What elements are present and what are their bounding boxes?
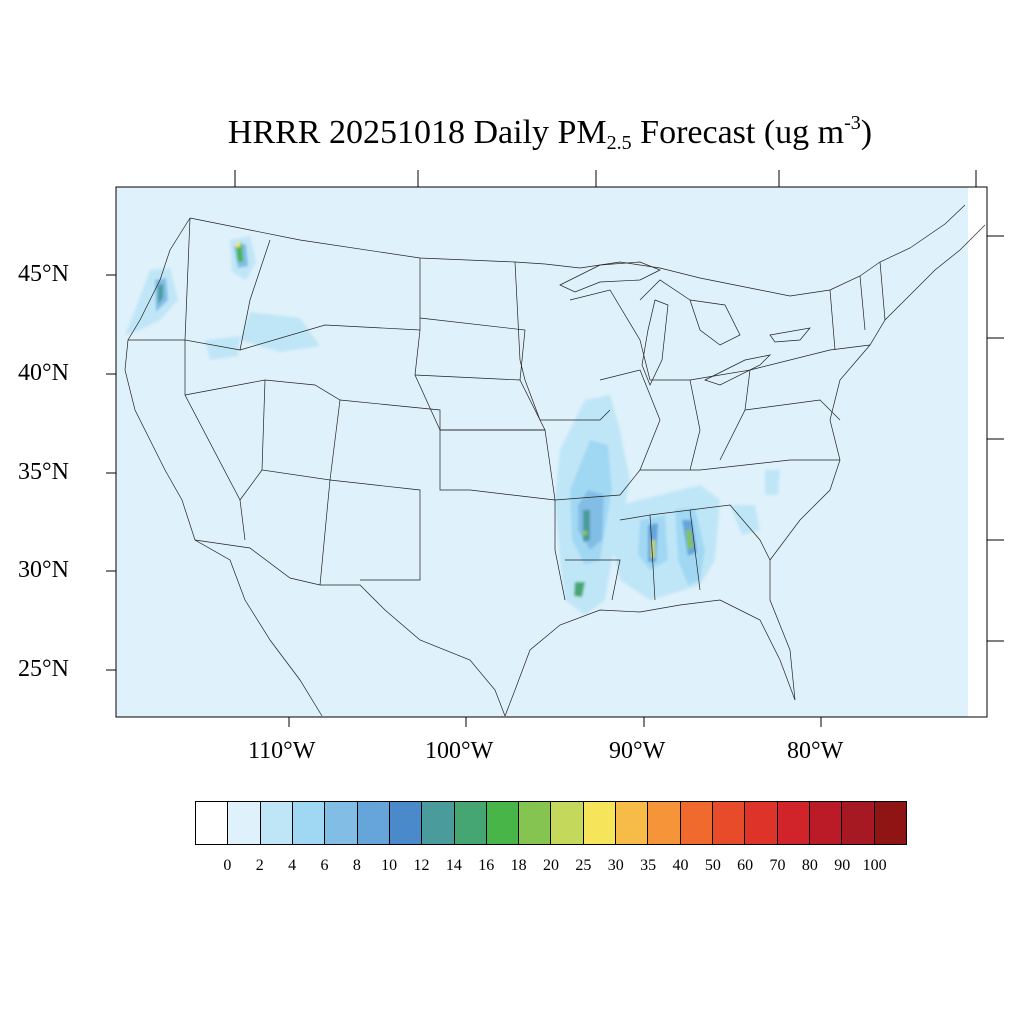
colorbar-swatch — [809, 801, 843, 845]
colorbar-label: 4 — [288, 857, 297, 874]
colorbar-label: 80 — [801, 857, 818, 874]
map-frame — [115, 186, 988, 718]
colorbar-swatch — [519, 801, 552, 845]
colorbar-label: 6 — [320, 857, 329, 874]
lat-label-25: 25°N — [18, 656, 69, 682]
lat-label-45: 45°N — [18, 261, 69, 287]
colorbar-swatch — [325, 801, 358, 845]
colorbar-label: 50 — [704, 857, 721, 874]
lon-label-110: 110°W — [248, 738, 316, 764]
colorbar-label: 25 — [575, 857, 592, 874]
colorbar-label: 14 — [445, 857, 462, 874]
colorbar-label: 60 — [737, 857, 754, 874]
colorbar-swatch — [260, 801, 293, 845]
colorbar-swatch — [195, 801, 229, 845]
lon-label-100: 100°W — [425, 738, 494, 764]
lon-label-80: 80°W — [787, 738, 844, 764]
colorbar-swatch — [486, 801, 520, 845]
boundaries — [124, 204, 986, 717]
map-edge-white — [968, 187, 987, 717]
colorbar-swatch — [228, 801, 261, 845]
colorbar-swatch — [680, 801, 713, 845]
colorbar-label: 20 — [543, 857, 559, 874]
lat-label-30: 30°N — [18, 557, 69, 583]
colorbar-swatch — [292, 801, 326, 845]
lat-label-35: 35°N — [18, 459, 69, 485]
lake-ontario — [769, 327, 811, 343]
colorbar-swatch — [389, 801, 423, 845]
colorbar-swatch — [648, 801, 681, 845]
colorbar-swatch — [713, 801, 746, 845]
pm25-plume-snake — [240, 312, 320, 352]
lon-label-90: 90°W — [609, 738, 666, 764]
border-canada — [189, 204, 966, 297]
lake-superior — [559, 261, 661, 293]
colorbar-swatch — [583, 801, 617, 845]
border-mexico — [194, 539, 506, 717]
tick-marks — [106, 170, 1004, 727]
pm25-plume-georgia — [730, 505, 760, 535]
lake-michigan — [641, 299, 669, 386]
colorbar-swatch — [842, 801, 875, 845]
colorbar-swatch — [551, 801, 584, 845]
colorbar-label: 70 — [769, 857, 786, 874]
lat-label-40: 40°N — [18, 360, 69, 386]
coast-atlantic — [769, 224, 986, 701]
map-title: HRRR 20251018 Daily PM2.5 Forecast (ug m… — [227, 112, 873, 154]
colorbar-swatch — [422, 801, 455, 845]
colorbar-label: 10 — [381, 857, 398, 874]
colorbar-label: 0 — [223, 857, 232, 874]
colorbar — [195, 801, 907, 845]
coast-pacific — [124, 217, 323, 717]
lake-erie — [704, 354, 772, 386]
colorbar-label: 16 — [478, 857, 495, 874]
colorbar-swatch — [357, 801, 390, 845]
colorbar-label: 30 — [607, 857, 624, 874]
colorbar-label: 18 — [510, 857, 527, 874]
colorbar-swatch — [616, 801, 649, 845]
coast-gulf — [504, 599, 796, 717]
colorbar-swatch — [745, 801, 778, 845]
colorbar-label: 8 — [352, 857, 361, 874]
colorbar-swatch — [454, 801, 487, 845]
colorbar-swatch — [874, 801, 907, 845]
great-lakes — [559, 261, 811, 386]
colorbar-label: 2 — [255, 857, 264, 874]
lake-huron — [689, 299, 741, 346]
colorbar-label: 12 — [413, 857, 430, 874]
colorbar-label: 35 — [640, 857, 657, 874]
colorbar-label: 40 — [672, 857, 689, 874]
colorbar-swatch — [777, 801, 810, 845]
colorbar-label: 100 — [862, 857, 887, 874]
colorbar-label: 90 — [834, 857, 851, 874]
